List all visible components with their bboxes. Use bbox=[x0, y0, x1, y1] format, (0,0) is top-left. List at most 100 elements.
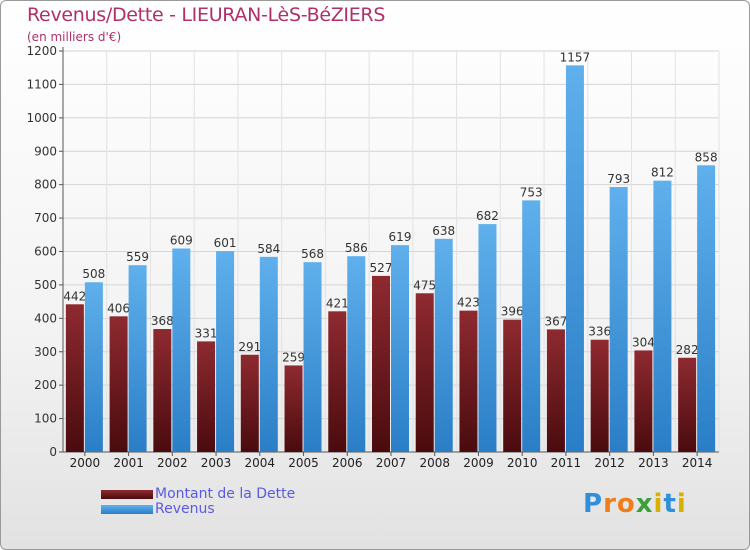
bar-revenus bbox=[697, 165, 716, 452]
bar-dette bbox=[328, 311, 347, 452]
bar-dette bbox=[240, 354, 259, 452]
data-label: 793 bbox=[607, 172, 630, 186]
y-tick-label: 100 bbox=[34, 412, 57, 426]
bar-revenus bbox=[653, 180, 672, 452]
y-tick-label: 700 bbox=[34, 211, 57, 225]
logo-letter: i bbox=[653, 489, 664, 519]
data-label: 367 bbox=[544, 314, 567, 328]
data-label: 619 bbox=[389, 230, 412, 244]
bar-revenus bbox=[172, 248, 191, 452]
x-tick-label: 2001 bbox=[113, 456, 144, 470]
legend-swatch-revenus bbox=[101, 505, 153, 514]
y-tick-label: 0 bbox=[49, 445, 57, 459]
data-label: 584 bbox=[257, 242, 280, 256]
bar-dette bbox=[678, 357, 697, 452]
data-label: 753 bbox=[520, 185, 543, 199]
y-tick-label: 300 bbox=[34, 345, 57, 359]
data-label: 586 bbox=[345, 241, 368, 255]
data-label: 259 bbox=[282, 350, 305, 364]
legend-item-dette: Montant de la Dette bbox=[101, 487, 295, 502]
bar-revenus bbox=[303, 262, 322, 452]
data-label: 682 bbox=[476, 209, 499, 223]
bar-revenus bbox=[478, 224, 497, 452]
x-tick-label: 2011 bbox=[551, 456, 582, 470]
x-tick-label: 2002 bbox=[157, 456, 188, 470]
x-tick-label: 2005 bbox=[288, 456, 319, 470]
data-label: 396 bbox=[501, 305, 524, 319]
logo-letter: r bbox=[603, 489, 617, 519]
x-tick-label: 2000 bbox=[70, 456, 101, 470]
y-tick-label: 400 bbox=[34, 311, 57, 325]
data-label: 559 bbox=[126, 250, 149, 264]
bar-dette bbox=[197, 341, 216, 452]
bar-dette bbox=[459, 310, 478, 452]
data-label: 442 bbox=[63, 289, 86, 303]
data-label: 368 bbox=[151, 314, 174, 328]
x-tick-label: 2014 bbox=[682, 456, 713, 470]
data-label: 508 bbox=[82, 267, 105, 281]
x-tick-label: 2003 bbox=[201, 456, 232, 470]
bar-dette bbox=[415, 293, 434, 452]
x-tick-label: 2007 bbox=[376, 456, 407, 470]
bar-dette bbox=[546, 329, 565, 452]
data-label: 421 bbox=[326, 296, 349, 310]
x-tick-label: 2006 bbox=[332, 456, 363, 470]
legend-label-revenus: Revenus bbox=[155, 501, 215, 517]
data-label: 423 bbox=[457, 296, 480, 310]
logo-letter: t bbox=[663, 489, 677, 519]
data-label: 568 bbox=[301, 247, 324, 261]
x-tick-label: 2013 bbox=[638, 456, 669, 470]
bar-dette bbox=[284, 365, 303, 452]
data-label: 304 bbox=[632, 335, 655, 349]
x-tick-label: 2008 bbox=[419, 456, 450, 470]
legend-item-revenus: Revenus bbox=[101, 502, 295, 517]
chart-title: Revenus/Dette - LIEURAN-LèS-BéZIERS bbox=[27, 4, 386, 26]
y-tick-label: 600 bbox=[34, 245, 57, 259]
bar-revenus bbox=[565, 65, 584, 452]
proxiti-logo: Proxiti bbox=[583, 489, 687, 519]
data-label: 406 bbox=[107, 301, 130, 315]
y-tick-label: 500 bbox=[34, 278, 57, 292]
bar-revenus bbox=[522, 200, 541, 452]
y-tick-label: 1100 bbox=[26, 77, 57, 91]
logo-letter: P bbox=[583, 489, 604, 519]
data-label: 336 bbox=[588, 325, 611, 339]
data-label: 858 bbox=[695, 150, 718, 164]
data-label: 1157 bbox=[560, 50, 591, 64]
logo-letter: i bbox=[676, 489, 687, 519]
bar-revenus bbox=[84, 282, 103, 452]
bar-dette bbox=[503, 319, 522, 452]
x-tick-label: 2010 bbox=[507, 456, 538, 470]
data-label: 812 bbox=[651, 166, 674, 180]
bar-revenus bbox=[609, 187, 628, 452]
bar-dette bbox=[372, 275, 390, 452]
data-label: 527 bbox=[370, 261, 393, 275]
data-label: 291 bbox=[238, 340, 261, 354]
y-tick-label: 800 bbox=[34, 178, 57, 192]
bar-revenus bbox=[128, 265, 147, 452]
bar-revenus bbox=[434, 238, 453, 452]
chart-subtitle: (en milliers d'€) bbox=[27, 30, 122, 44]
x-tick-label: 2012 bbox=[594, 456, 625, 470]
bar-dette bbox=[65, 304, 84, 452]
y-tick-label: 900 bbox=[34, 144, 57, 158]
x-tick-label: 2009 bbox=[463, 456, 494, 470]
bar-revenus bbox=[216, 251, 235, 452]
bar-revenus bbox=[347, 256, 366, 452]
logo-letter: x bbox=[635, 489, 654, 519]
y-tick-label: 200 bbox=[34, 378, 57, 392]
y-tick-label: 1000 bbox=[26, 111, 57, 125]
legend-swatch-dette bbox=[101, 490, 153, 499]
data-label: 601 bbox=[214, 236, 237, 250]
bar-dette bbox=[590, 339, 609, 452]
data-label: 475 bbox=[413, 278, 436, 292]
bar-revenus bbox=[259, 256, 278, 452]
logo-letter: o bbox=[616, 489, 636, 519]
data-label: 609 bbox=[170, 233, 193, 247]
bar-dette bbox=[634, 350, 653, 452]
bar-dette bbox=[109, 316, 128, 452]
data-label: 638 bbox=[432, 224, 455, 238]
x-tick-label: 2004 bbox=[245, 456, 276, 470]
chart-legend: Montant de la Dette Revenus bbox=[101, 487, 295, 517]
